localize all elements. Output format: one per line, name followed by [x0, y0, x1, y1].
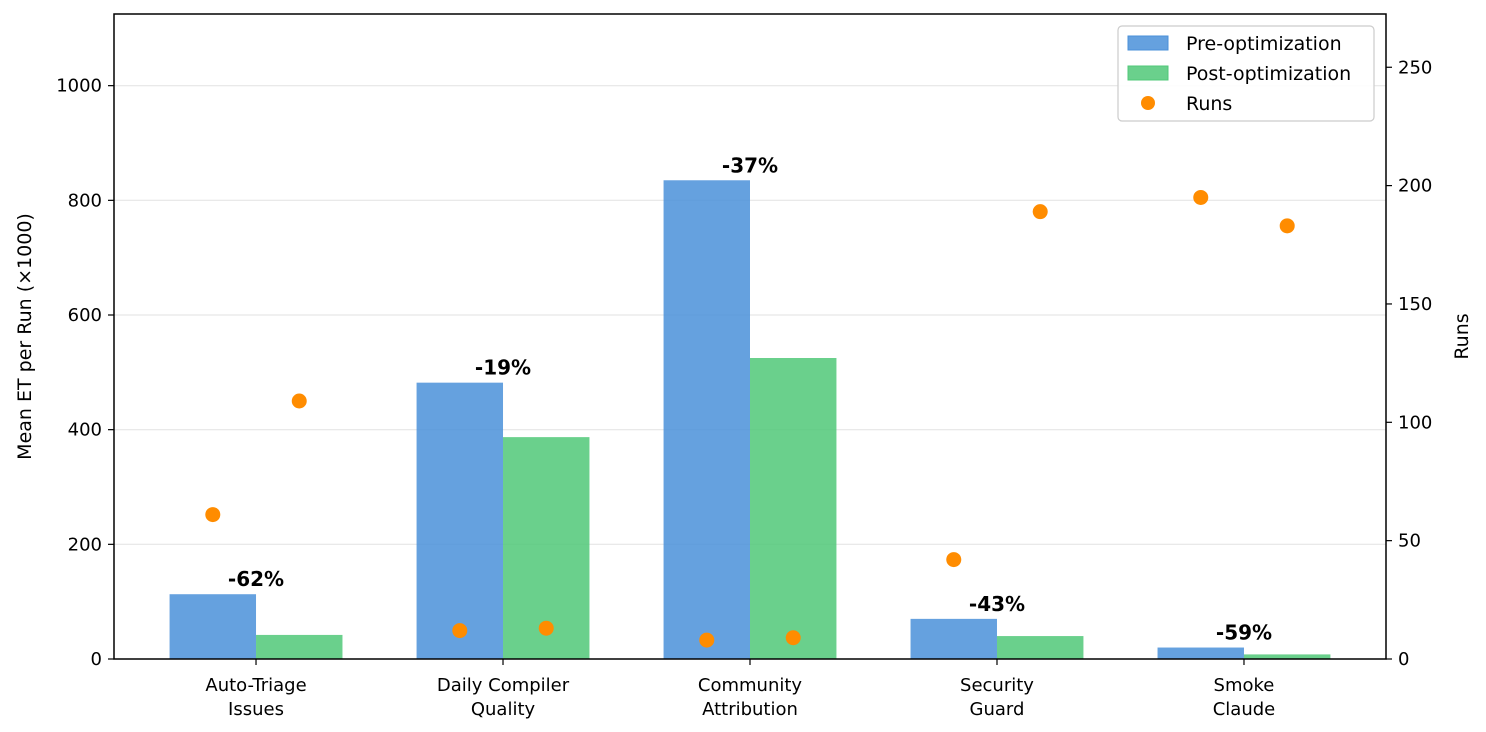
runs-point-post-4 [1279, 218, 1295, 234]
bar-pre-4 [1157, 647, 1244, 659]
legend-swatch-runs [1141, 96, 1155, 110]
bar-pre-2 [663, 180, 750, 659]
y-tick-label-2: 400 [68, 420, 102, 441]
y-tick-label-3: 600 [68, 305, 102, 326]
runs-point-pre-4 [1193, 189, 1209, 205]
runs-point-pre-0 [205, 507, 221, 523]
x-tick-label-1-1: Quality [471, 699, 536, 720]
runs-point-pre-3 [946, 552, 962, 568]
legend-swatch-pre [1127, 35, 1169, 51]
legend-label-runs: Runs [1186, 93, 1232, 115]
change-label-1: -19% [475, 356, 531, 380]
runs-point-post-3 [1032, 204, 1048, 220]
runs-point-post-1 [538, 620, 554, 636]
runs-point-post-0 [291, 393, 307, 409]
legend-label-post: Post-optimization [1186, 63, 1351, 85]
legend-box [1117, 25, 1375, 122]
legend-label-pre: Pre-optimization [1186, 33, 1342, 55]
y-tick-label-1: 200 [68, 534, 102, 555]
y2-tick-label-1: 50 [1398, 531, 1421, 552]
x-tick-label-0-0: Auto-Triage [205, 675, 306, 696]
x-tick-label-3-0: Security [960, 675, 1034, 696]
bar-post-3 [996, 636, 1084, 659]
y-tick-label-4: 800 [68, 190, 102, 211]
y2-tick-label-3: 150 [1398, 294, 1432, 315]
y-tick-label-5: 1000 [56, 76, 102, 97]
change-label-2: -37% [722, 153, 778, 177]
legend-swatch-post [1127, 65, 1169, 81]
x-tick-label-2-0: Community [698, 675, 803, 696]
y2-tick-label-5: 250 [1398, 57, 1432, 78]
bar-post-2 [750, 358, 837, 659]
x-tick-label-0-1: Issues [228, 699, 284, 720]
bar-post-0 [256, 634, 343, 659]
bar-pre-1 [416, 382, 504, 659]
y2-axis-title: Runs [1451, 313, 1473, 359]
bar-pre-0 [169, 594, 257, 659]
y2-tick-label-2: 100 [1398, 412, 1432, 433]
change-label-0: -62% [228, 567, 284, 591]
runs-point-pre-2 [699, 632, 715, 648]
bar-post-4 [1243, 654, 1331, 659]
x-tick-label-1-0: Daily Compiler [437, 675, 570, 696]
y-tick-label-0: 0 [91, 649, 102, 670]
y2-tick-label-0: 0 [1398, 649, 1409, 670]
x-tick-label-4-1: Claude [1213, 699, 1276, 720]
y-axis-title: Mean ET per Run (×1000) [14, 213, 36, 460]
y2-tick-label-4: 200 [1398, 176, 1432, 197]
change-label-4: -59% [1216, 621, 1272, 645]
change-label-3: -43% [969, 592, 1025, 616]
x-tick-label-2-1: Attribution [702, 699, 798, 720]
bar-pre-3 [910, 618, 997, 659]
runs-point-pre-1 [452, 623, 468, 639]
x-tick-label-4-0: Smoke [1214, 675, 1275, 696]
x-tick-label-3-1: Guard [970, 699, 1025, 720]
runs-point-post-2 [785, 630, 801, 646]
